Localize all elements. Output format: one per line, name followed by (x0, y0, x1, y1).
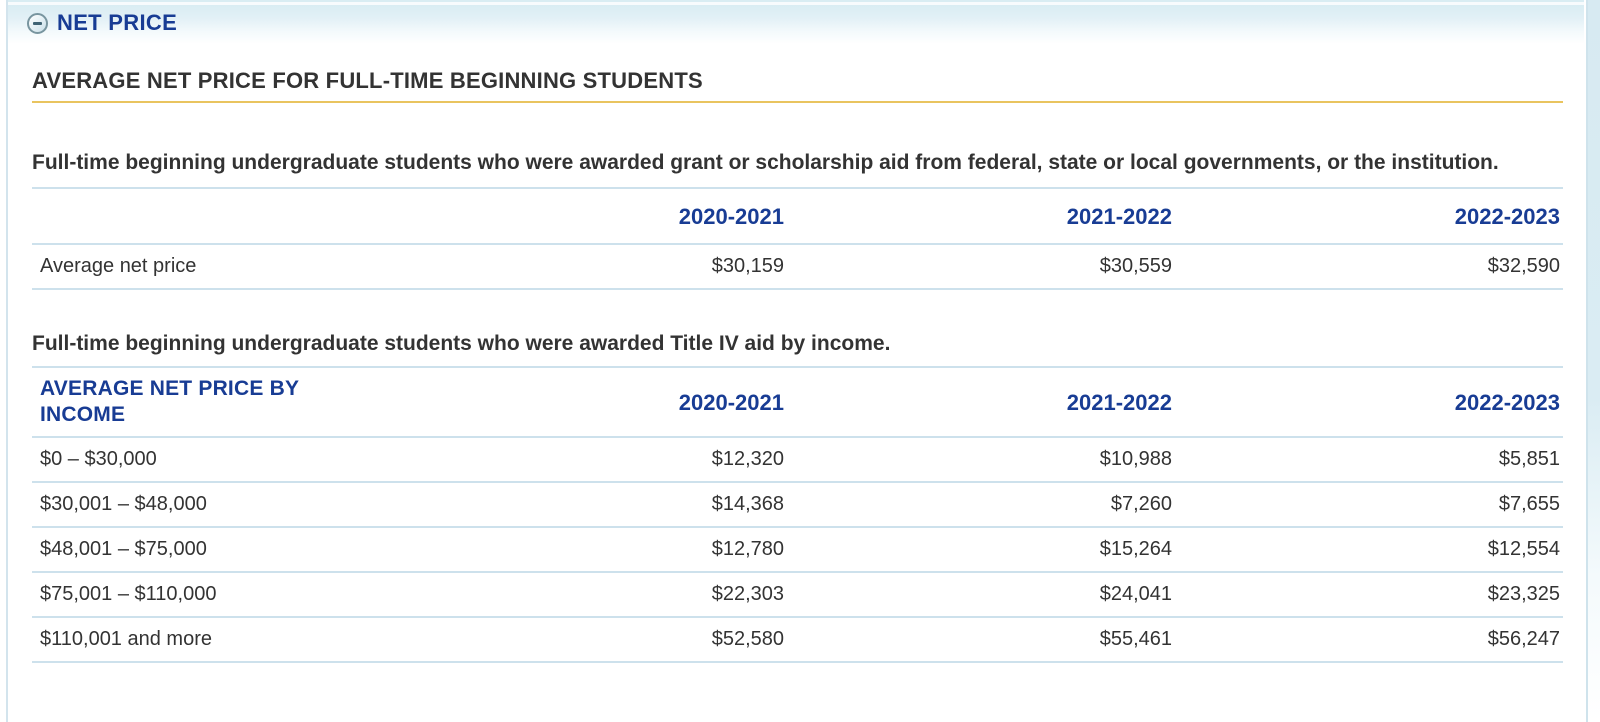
year-header: 2021-2022 (1066, 390, 1172, 415)
table-header-row: 2020-2021 2021-2022 2022-2023 (32, 188, 1563, 244)
year-header: 2020-2021 (678, 204, 784, 229)
income-table-title: AVERAGE NET PRICE BY INCOME (32, 367, 399, 437)
value-cell: $32,590 (1487, 255, 1560, 277)
value-cell: $56,247 (1487, 628, 1560, 650)
section-title[interactable]: NET PRICE (57, 10, 178, 35)
value-cell: $10,988 (1099, 448, 1172, 470)
table-row: $0 – $30,000 $12,320 $10,988 $5,851 (32, 437, 1563, 482)
value-cell: $5,851 (1498, 448, 1560, 470)
section-header[interactable]: NET PRICE (8, 0, 1584, 46)
row-label: Average net price (40, 255, 197, 277)
page-heading: AVERAGE NET PRICE FOR FULL-TIME BEGINNIN… (32, 68, 1563, 103)
row-label: $0 – $30,000 (40, 448, 157, 470)
income-table-head: AVERAGE NET PRICE BY INCOME 2020-2021 20… (32, 367, 1563, 437)
row-label: $48,001 – $75,000 (40, 538, 207, 560)
value-cell: $12,780 (711, 538, 784, 560)
table-row: $75,001 – $110,000 $22,303 $24,041 $23,3… (32, 572, 1563, 617)
year-header: 2021-2022 (1066, 204, 1172, 229)
year-header: 2022-2023 (1454, 390, 1560, 415)
row-label: $110,001 and more (40, 628, 212, 650)
year-header: 2022-2023 (1454, 204, 1560, 229)
value-cell: $12,320 (711, 448, 784, 470)
value-cell: $55,461 (1099, 628, 1172, 650)
value-cell: $30,159 (711, 255, 784, 277)
net-price-section: NET PRICE AVERAGE NET PRICE FOR FULL-TIM… (6, 0, 1584, 722)
value-cell: $30,559 (1099, 255, 1172, 277)
value-cell: $24,041 (1099, 583, 1172, 605)
intro-grant-aid: Full-time beginning undergraduate studen… (32, 151, 1499, 174)
value-cell: $15,264 (1099, 538, 1172, 560)
section-content: AVERAGE NET PRICE FOR FULL-TIME BEGINNIN… (8, 68, 1584, 663)
value-cell: $7,655 (1498, 493, 1560, 515)
intro-title-iv: Full-time beginning undergraduate studen… (32, 332, 891, 355)
value-cell: $12,554 (1487, 538, 1560, 560)
row-label: $30,001 – $48,000 (40, 493, 207, 515)
net-price-table-head: 2020-2021 2021-2022 2022-2023 (32, 188, 1563, 244)
value-cell: $23,325 (1487, 583, 1560, 605)
page-edge-strip (1586, 0, 1600, 722)
row-label: $75,001 – $110,000 (40, 583, 217, 605)
net-price-table: 2020-2021 2021-2022 2022-2023 Average ne… (32, 187, 1563, 290)
empty-header-cell (32, 188, 399, 244)
minus-glyph (33, 22, 42, 25)
table-row: $30,001 – $48,000 $14,368 $7,260 $7,655 (32, 482, 1563, 527)
table-row: Average net price $30,159 $30,559 $32,59… (32, 244, 1563, 289)
table-header-row: AVERAGE NET PRICE BY INCOME 2020-2021 20… (32, 367, 1563, 437)
table-row: $48,001 – $75,000 $12,780 $15,264 $12,55… (32, 527, 1563, 572)
year-header: 2020-2021 (678, 390, 784, 415)
value-cell: $14,368 (711, 493, 784, 515)
income-table-title-text: AVERAGE NET PRICE BY INCOME (40, 377, 299, 426)
income-table-body: $0 – $30,000 $12,320 $10,988 $5,851 $30,… (32, 437, 1563, 662)
net-price-table-body: Average net price $30,159 $30,559 $32,59… (32, 244, 1563, 289)
collapse-minus-icon[interactable] (27, 12, 48, 34)
value-cell: $52,580 (711, 628, 784, 650)
value-cell: $22,303 (711, 583, 784, 605)
income-table: AVERAGE NET PRICE BY INCOME 2020-2021 20… (32, 366, 1563, 663)
table-row: $110,001 and more $52,580 $55,461 $56,24… (32, 617, 1563, 662)
value-cell: $7,260 (1110, 493, 1172, 515)
